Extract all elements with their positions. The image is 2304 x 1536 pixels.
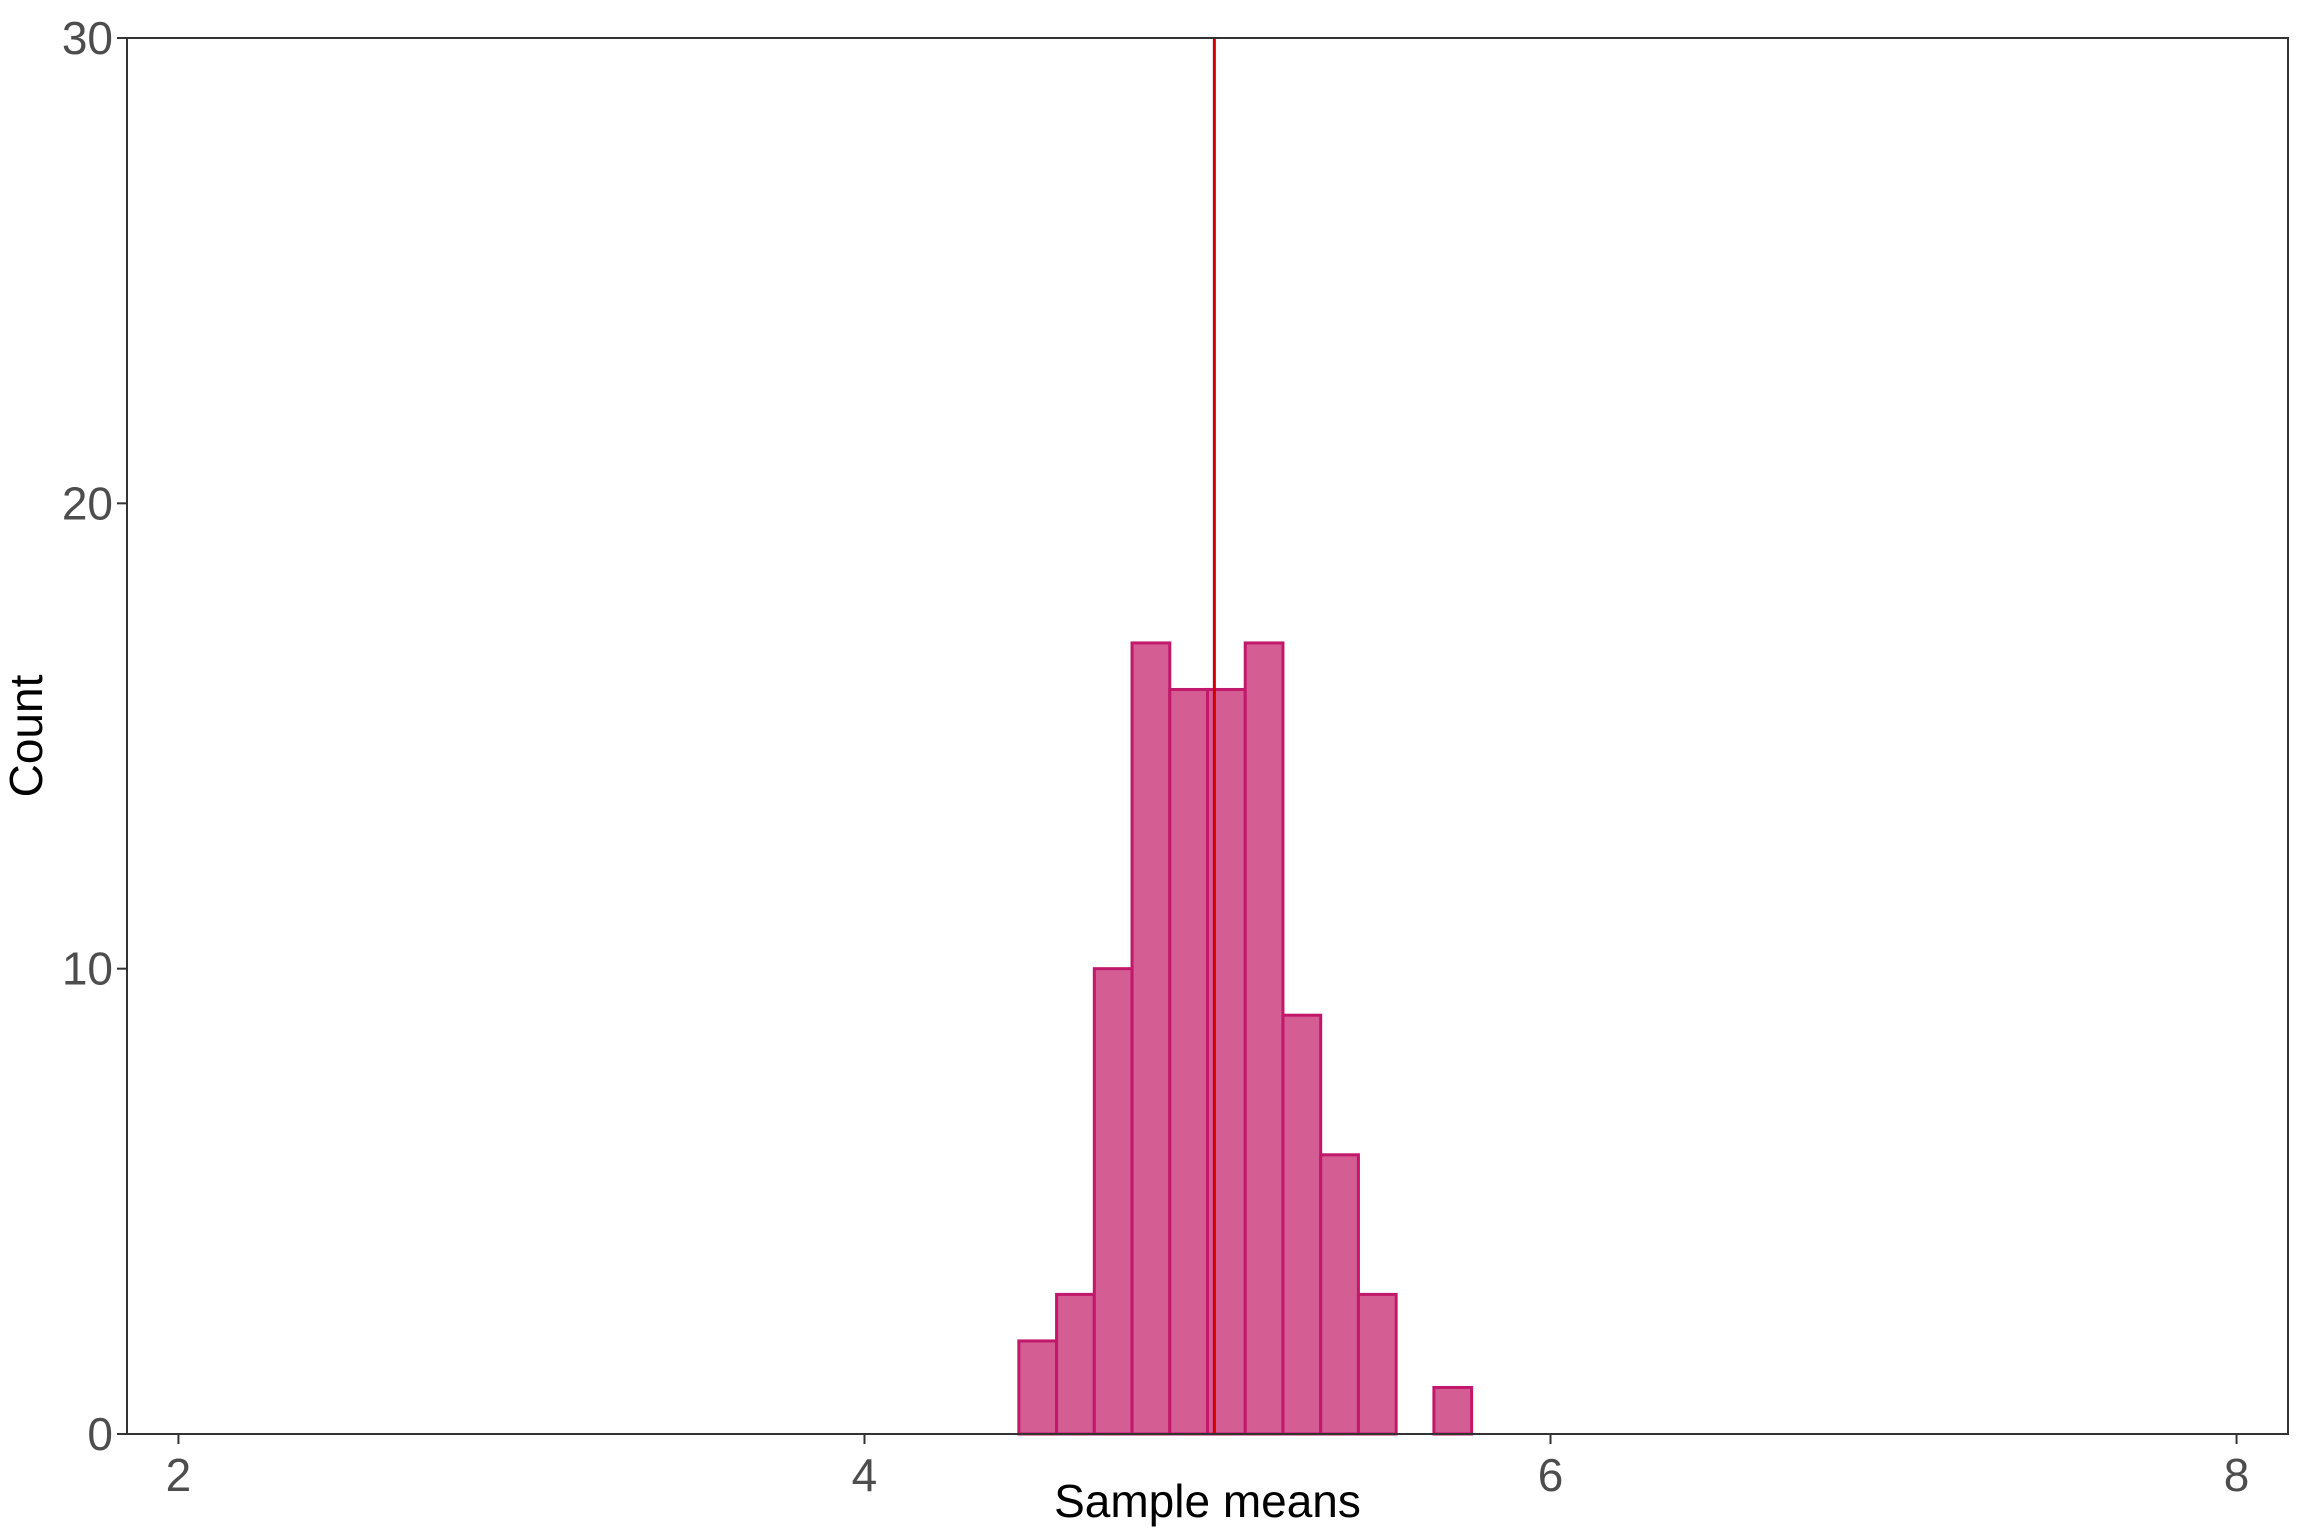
x-axis-ticks: 2 4 6 8 xyxy=(166,1434,2250,1501)
x-tick-label: 2 xyxy=(166,1449,192,1501)
histogram-bar-2 xyxy=(1092,967,1134,1436)
y-axis-ticks: 0 10 20 30 xyxy=(62,12,127,1460)
y-tick-label: 20 xyxy=(62,477,113,529)
histogram-bar-4 xyxy=(1168,687,1210,1436)
histogram-bars xyxy=(1017,641,1474,1436)
histogram-bar-0 xyxy=(1017,1339,1059,1436)
plot-panel-border xyxy=(126,37,2289,1435)
x-axis-title: Sample means xyxy=(1054,1475,1361,1527)
histogram-bar-6 xyxy=(1243,641,1285,1436)
y-tick-label: 30 xyxy=(62,12,113,64)
histogram-bar-9 xyxy=(1356,1292,1398,1436)
x-tick-label: 4 xyxy=(852,1449,878,1501)
histogram-bar-11 xyxy=(1432,1385,1474,1436)
x-tick-label: 8 xyxy=(2224,1449,2250,1501)
y-axis-title: Count xyxy=(0,674,52,797)
x-tick-label: 6 xyxy=(1538,1449,1564,1501)
histogram-bar-1 xyxy=(1055,1292,1096,1436)
histogram-bar-7 xyxy=(1281,1013,1323,1436)
histogram-bar-8 xyxy=(1319,1153,1360,1436)
y-tick-label: 10 xyxy=(62,943,113,995)
y-tick-label: 0 xyxy=(87,1408,113,1460)
histogram-bar-3 xyxy=(1130,641,1172,1436)
